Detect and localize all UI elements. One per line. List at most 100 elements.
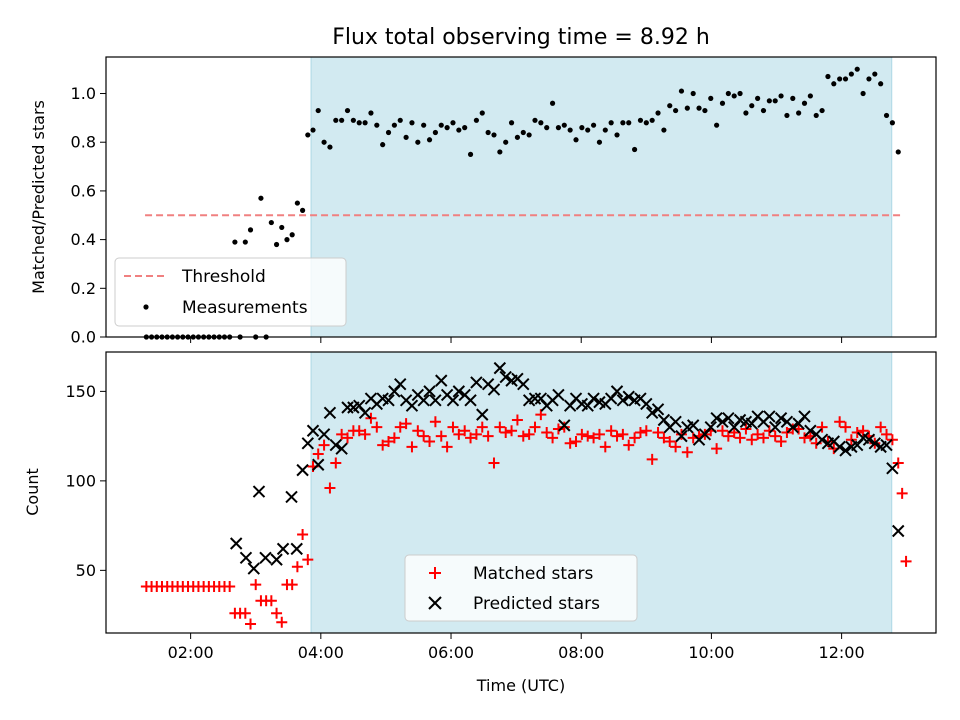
matched-star-point xyxy=(250,579,262,591)
predicted-star-point xyxy=(276,542,290,556)
measurement-point xyxy=(643,120,649,126)
measurement-point xyxy=(825,73,831,80)
measurement-point xyxy=(631,146,638,153)
matched-star-point xyxy=(441,441,453,453)
matched-star-point xyxy=(517,430,529,442)
xtick-label: 06:00 xyxy=(428,643,474,662)
measurement-point xyxy=(544,125,550,131)
measurement-point xyxy=(497,149,503,155)
matched-star-point xyxy=(752,428,764,440)
matched-star-point xyxy=(646,453,658,465)
measurement-point xyxy=(620,120,626,126)
matched-star-point xyxy=(582,430,594,442)
matched-star-point xyxy=(482,430,494,442)
ratio-panel: 0.0 0.2 0.4 0.6 0.8 1.0 xyxy=(71,56,937,347)
matched-star-point xyxy=(535,409,547,421)
x-axis-label: Time (UTC) xyxy=(476,676,565,695)
matched-star-point xyxy=(605,425,617,437)
matched-star-point xyxy=(564,437,576,449)
matched-star-point xyxy=(834,416,846,428)
predicted-star-point xyxy=(317,428,331,441)
matched-star-point xyxy=(265,595,277,607)
measurement-point xyxy=(731,93,737,99)
measurement-point xyxy=(526,132,532,138)
predicted-star-point xyxy=(763,410,776,423)
matched-star-point xyxy=(840,421,852,433)
matched-star-point xyxy=(775,435,787,447)
matched-star-point xyxy=(875,421,887,433)
matched-star-point xyxy=(276,616,288,628)
measurement-point xyxy=(649,117,655,123)
measurement-point xyxy=(819,107,825,114)
measurement-point xyxy=(778,93,784,99)
measurement-point xyxy=(538,120,544,126)
measurement-point xyxy=(831,81,837,87)
matched-star-point xyxy=(886,434,898,446)
matched-star-point xyxy=(617,428,629,440)
xtick-label: 08:00 xyxy=(558,643,604,662)
measurement-point xyxy=(344,107,351,114)
measurement-point xyxy=(702,107,708,114)
measurement-point xyxy=(491,132,497,138)
chart-title: Flux total observing time = 8.92 h xyxy=(332,25,710,50)
ratio-ytick-label: 1.0 xyxy=(71,84,96,103)
matched-star-point xyxy=(640,425,652,437)
ratio-legend-box xyxy=(114,257,347,327)
ratio-ytick-label: 0.0 xyxy=(71,328,96,347)
matched-star-point xyxy=(324,482,336,494)
matched-star-point xyxy=(728,427,740,439)
measurement-point xyxy=(310,127,316,133)
measurement-point xyxy=(289,232,295,238)
measurement-point xyxy=(895,149,901,155)
matched-star-point xyxy=(541,427,553,439)
measurement-point xyxy=(268,219,274,226)
matched-star-point xyxy=(365,412,377,424)
measurement-point xyxy=(284,237,290,243)
measurement-point xyxy=(514,134,521,140)
predicted-star-point xyxy=(868,437,882,450)
predicted-star-point xyxy=(675,429,688,443)
measurement-point xyxy=(327,144,333,150)
measurement-point xyxy=(305,132,311,138)
measurement-point xyxy=(626,120,632,126)
predicted-star-point xyxy=(446,394,460,407)
matched-star-point xyxy=(652,427,664,439)
matched-star-point xyxy=(746,434,758,446)
measurement-point xyxy=(784,112,790,119)
measurement-point xyxy=(608,120,614,126)
measurement-point xyxy=(790,95,796,101)
measurement-point xyxy=(755,95,761,101)
matched-star-point xyxy=(291,561,303,573)
matched-legend-swatch xyxy=(429,567,441,579)
matched-star-point xyxy=(716,425,728,437)
matched-star-point xyxy=(271,607,283,619)
matched-star-point xyxy=(297,529,309,541)
measurement-point xyxy=(438,122,444,128)
matched-star-point xyxy=(593,428,605,440)
matched-star-point xyxy=(465,432,477,444)
ratio-ytick-label: 0.4 xyxy=(71,230,96,249)
matched-star-point xyxy=(675,428,687,440)
measurement-point xyxy=(579,125,585,131)
matched-star-point xyxy=(383,435,395,447)
matched-legend-label: Matched stars xyxy=(473,564,593,584)
matched-star-point xyxy=(529,421,541,433)
predicted-legend-swatch xyxy=(428,596,442,610)
measurement-point xyxy=(479,110,485,116)
matched-star-point xyxy=(424,435,436,447)
predicted-star-point xyxy=(815,433,829,446)
matched-star-point xyxy=(447,421,459,433)
ratio-axes-frame xyxy=(105,56,937,338)
matched-star-point xyxy=(330,457,342,469)
matched-star-point xyxy=(500,427,512,439)
count-series-1 xyxy=(229,361,905,575)
matched-star-point xyxy=(857,425,869,437)
measurement-point xyxy=(590,122,597,128)
matched-star-point xyxy=(670,441,682,453)
count-legend: Matched stars Predicted stars xyxy=(404,554,638,622)
matched-star-point xyxy=(816,421,828,433)
xtick-label: 10:00 xyxy=(688,643,734,662)
measurement-point xyxy=(842,76,849,82)
measurement-point xyxy=(878,81,884,87)
